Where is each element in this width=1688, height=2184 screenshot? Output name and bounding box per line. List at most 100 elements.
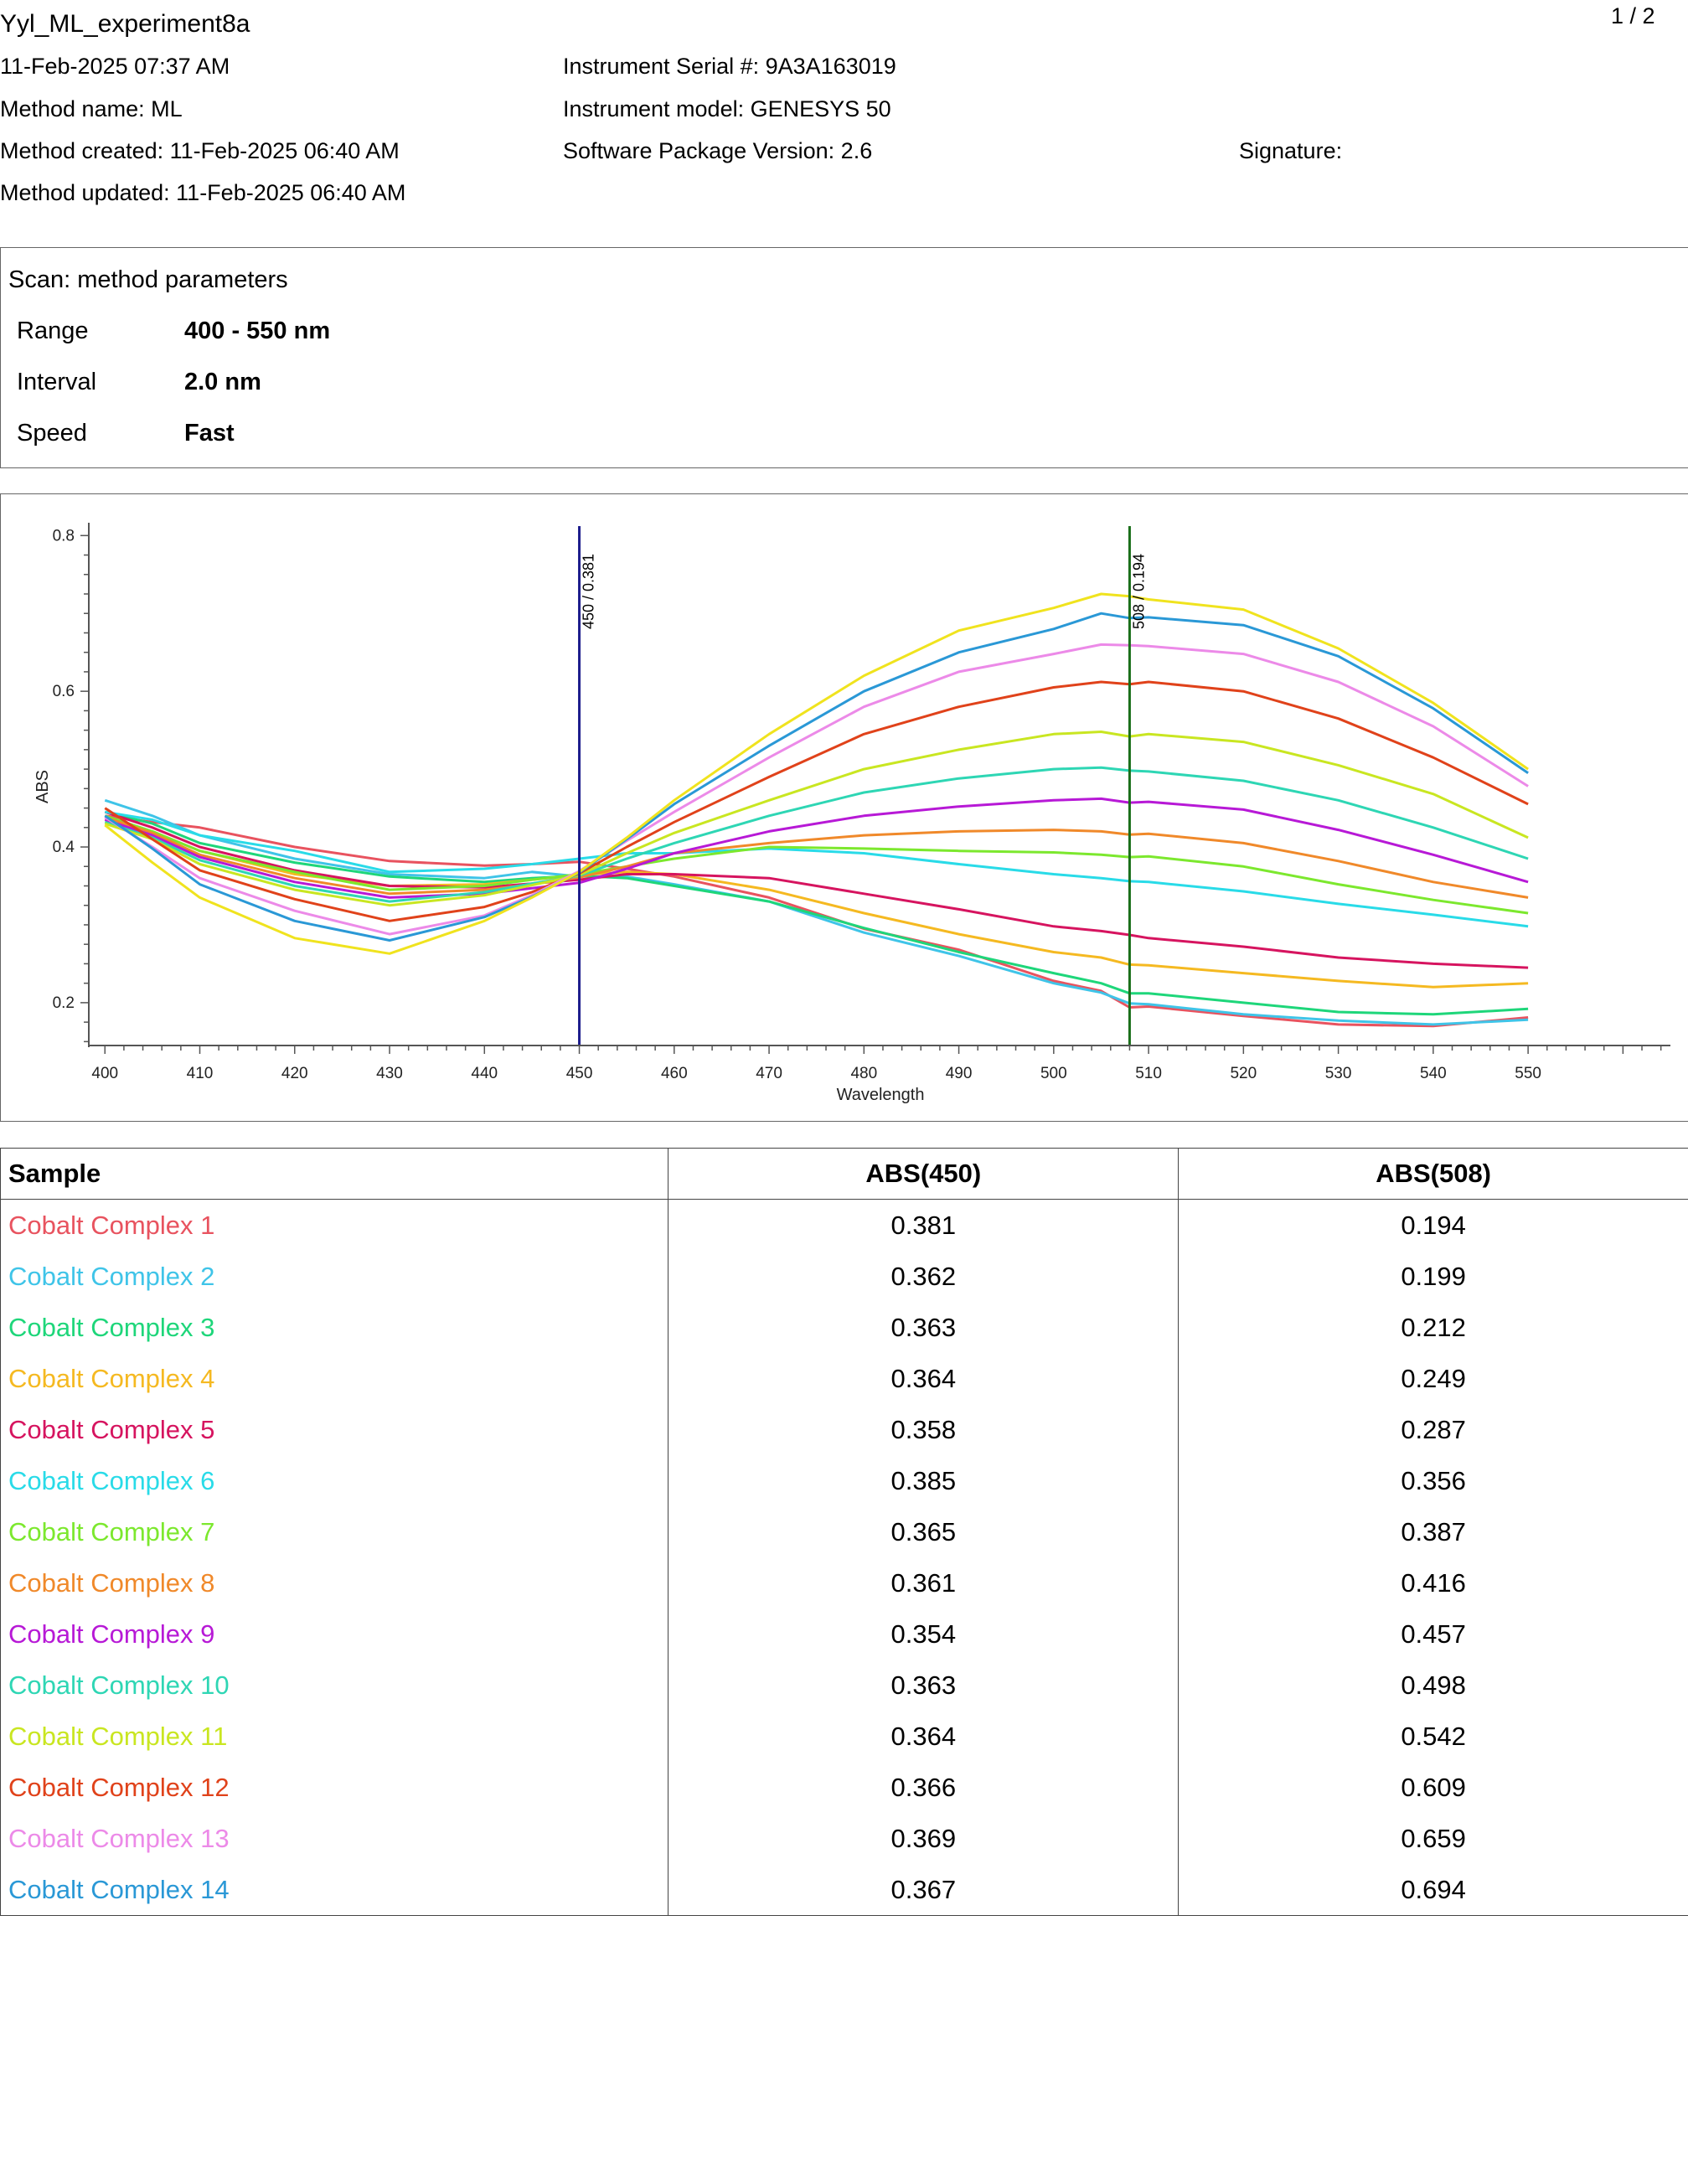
x-tick-label: 490 [946, 1065, 973, 1082]
header-abs450: ABS(450) [668, 1148, 1180, 1200]
header-abs508: ABS(508) [1178, 1148, 1688, 1200]
abs508-value: 0.457 [1178, 1608, 1688, 1660]
abs450-value: 0.381 [668, 1199, 1180, 1251]
abs508-value: 0.416 [1178, 1557, 1688, 1608]
method-updated: Method updated: 11-Feb-2025 06:40 AM [0, 180, 406, 205]
x-tick-label: 520 [1230, 1065, 1257, 1082]
sample-name: Cobalt Complex 4 [0, 1353, 669, 1404]
abs508-value: 0.199 [1178, 1251, 1688, 1302]
sample-name: Cobalt Complex 6 [0, 1455, 669, 1506]
x-tick-label: 510 [1135, 1065, 1162, 1082]
series-line-1 [105, 814, 1529, 1028]
table-row: Cobalt Complex 7 0.365 0.387 [0, 1506, 1688, 1557]
cursor-label-2: 508 / 0.194 [1130, 554, 1147, 629]
table-row: Cobalt Complex 11 0.364 0.542 [0, 1711, 1688, 1762]
software-version: Software Package Version: 2.6 [563, 138, 873, 163]
abs508-value: 0.212 [1178, 1302, 1688, 1353]
abs508-value: 0.249 [1178, 1353, 1688, 1404]
series-line-14 [104, 612, 1529, 942]
x-tick-label: 530 [1325, 1065, 1352, 1082]
abs450-value: 0.354 [668, 1608, 1180, 1660]
table-row: Cobalt Complex 4 0.364 0.249 [0, 1353, 1688, 1404]
cursor-label-1: 450 / 0.381 [581, 554, 597, 629]
abs450-value: 0.365 [668, 1506, 1180, 1557]
table-row: Cobalt Complex 14 0.367 0.694 [0, 1864, 1688, 1916]
x-tick-label: 400 [91, 1065, 118, 1082]
series-line-9 [104, 797, 1529, 899]
series-line-8 [104, 816, 1529, 899]
x-tick-label: 420 [281, 1065, 308, 1082]
x-tick-label: 470 [756, 1065, 782, 1082]
abs508-value: 0.498 [1178, 1660, 1688, 1711]
abs450-value: 0.369 [668, 1813, 1180, 1864]
sample-name: Cobalt Complex 2 [0, 1251, 669, 1302]
x-tick-label: 480 [850, 1065, 877, 1082]
table-row: Cobalt Complex 6 0.385 0.356 [0, 1455, 1688, 1506]
abs450-value: 0.366 [668, 1762, 1180, 1813]
abs508-value: 0.356 [1178, 1455, 1688, 1506]
table-row: Cobalt Complex 9 0.354 0.457 [0, 1608, 1688, 1660]
series-line-15 [104, 592, 1529, 955]
table-row: Cobalt Complex 3 0.363 0.212 [0, 1302, 1688, 1353]
abs508-value: 0.194 [1178, 1199, 1688, 1251]
signature-label: Signature: [1239, 138, 1343, 163]
x-tick-label: 410 [187, 1065, 214, 1082]
x-tick-label: 540 [1420, 1065, 1447, 1082]
abs508-value: 0.287 [1178, 1404, 1688, 1455]
spectrum-chart-panel: 450 / 0.381 508 / 0.194 400 410 420 430 440 45… [0, 493, 1688, 1122]
abs508-value: 0.659 [1178, 1813, 1688, 1864]
series-line-13 [104, 643, 1529, 936]
sample-name: Cobalt Complex 5 [0, 1404, 669, 1455]
abs450-value: 0.364 [668, 1353, 1180, 1404]
interval-label: Interval [17, 369, 97, 395]
series-line-6 [105, 810, 1529, 928]
sample-name: Cobalt Complex 8 [0, 1557, 669, 1608]
table-row: Cobalt Complex 1 0.381 0.194 [0, 1199, 1688, 1251]
table-row: Cobalt Complex 13 0.369 0.659 [0, 1813, 1688, 1864]
sample-name: Cobalt Complex 9 [0, 1608, 669, 1660]
series-line-11 [104, 731, 1529, 907]
instrument-serial: Instrument Serial #: 9A3A163019 [563, 54, 896, 79]
abs450-value: 0.363 [668, 1660, 1180, 1711]
range-value: 400 - 550 nm [184, 318, 331, 344]
sample-name: Cobalt Complex 7 [0, 1506, 669, 1557]
x-axis-title: Wavelength [837, 1086, 925, 1104]
y-tick-label: 0.2 [53, 994, 75, 1012]
abs450-value: 0.358 [668, 1404, 1180, 1455]
abs508-value: 0.609 [1178, 1762, 1688, 1813]
table-row: Cobalt Complex 10 0.363 0.498 [0, 1660, 1688, 1711]
interval-value: 2.0 nm [184, 369, 261, 395]
params-title: Scan: method parameters [8, 266, 288, 293]
method-created: Method created: 11-Feb-2025 06:40 AM [0, 138, 400, 163]
speed-value: Fast [184, 420, 235, 447]
report-timestamp: 11-Feb-2025 07:37 AM [0, 54, 230, 79]
sample-name: Cobalt Complex 3 [0, 1302, 669, 1353]
series-line-3 [104, 810, 1529, 1016]
x-tick-label: 460 [661, 1065, 688, 1082]
speed-label: Speed [17, 420, 87, 447]
experiment-name: Yyl_ML_experiment8a [0, 10, 250, 38]
abs508-value: 0.694 [1178, 1864, 1688, 1916]
sample-name: Cobalt Complex 14 [0, 1864, 669, 1916]
abs450-value: 0.362 [668, 1251, 1180, 1302]
sample-name: Cobalt Complex 10 [0, 1660, 669, 1711]
table-row: Cobalt Complex 2 0.362 0.199 [0, 1251, 1688, 1302]
sample-name: Cobalt Complex 12 [0, 1762, 669, 1813]
x-tick-label: 440 [471, 1065, 498, 1082]
x-tick-label: 450 [566, 1065, 593, 1082]
sample-name: Cobalt Complex 11 [0, 1711, 669, 1762]
abs450-value: 0.385 [668, 1455, 1180, 1506]
range-label: Range [17, 318, 89, 344]
x-tick-label: 500 [1040, 1065, 1067, 1082]
x-tick-label: 550 [1515, 1065, 1541, 1082]
series-line-12 [104, 680, 1529, 922]
sample-name: Cobalt Complex 13 [0, 1813, 669, 1864]
abs508-value: 0.387 [1178, 1506, 1688, 1557]
table-row: Cobalt Complex 8 0.361 0.416 [0, 1557, 1688, 1608]
results-table: Sample ABS(450) ABS(508) Cobalt Complex … [0, 1148, 1688, 1916]
method-name: Method name: ML [0, 96, 183, 121]
spectrum-chart: 450 / 0.381 508 / 0.194 400 410 420 430 440 45… [34, 523, 1670, 1104]
page-indicator: 1 / 2 [1611, 3, 1655, 28]
abs508-value: 0.542 [1178, 1711, 1688, 1762]
table-row: Cobalt Complex 12 0.366 0.609 [0, 1762, 1688, 1813]
